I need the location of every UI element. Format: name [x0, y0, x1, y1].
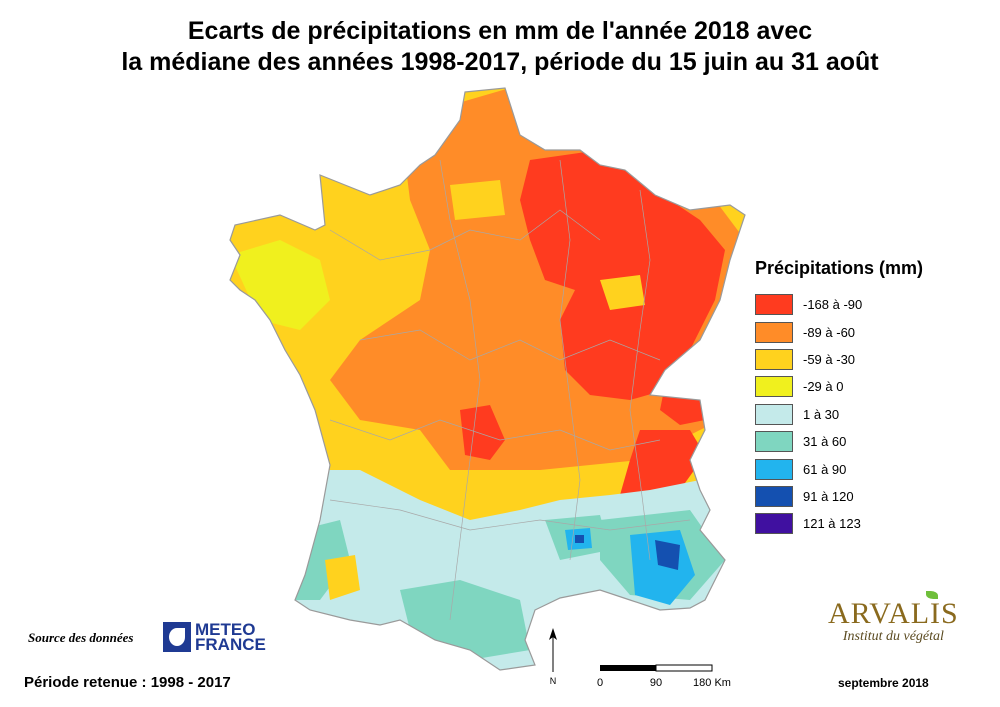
scale-segment-2 — [655, 664, 713, 672]
zone-darkblue-var — [655, 540, 680, 570]
legend-swatch — [755, 485, 793, 507]
title-line-2: la médiane des années 1998-2017, période… — [121, 48, 879, 76]
legend-item: 121 à 123 — [755, 510, 923, 537]
legend-item: -168 à -90 — [755, 291, 923, 318]
scale-tick-0: 0 — [597, 677, 603, 689]
zone-yellow-southwest — [325, 555, 360, 600]
legend: Précipitations (mm) -168 à -90 -89 à -60-… — [755, 258, 923, 538]
legend-swatch — [755, 458, 793, 480]
meteo-france-logo: METEO FRANCE — [163, 620, 266, 654]
legend-items: -168 à -90 -89 à -60 -59 à -30 -29 à 0 1 à 3… — [755, 291, 923, 538]
legend-label: 1 à 30 — [803, 406, 840, 422]
legend-swatch — [755, 431, 793, 453]
scale-tick-90: 90 — [650, 677, 662, 689]
legend-label: -89 à -60 — [803, 324, 856, 340]
arvalis-logo: ARVALIS Institut du végétal — [828, 591, 959, 645]
title-line-1: Ecarts de précipitations en mm de l'anné… — [187, 17, 813, 45]
map-title: Ecarts de précipitations en mm de l'anné… — [0, 16, 1000, 78]
legend-label: -168 à -90 — [803, 297, 863, 313]
publication-date: septembre 2018 — [838, 676, 929, 690]
zone-red-north-east — [520, 150, 725, 400]
legend-item: 91 à 120 — [755, 483, 923, 510]
legend-label: -59 à -30 — [803, 351, 856, 367]
legend-item: -29 à 0 — [755, 373, 923, 400]
zone-red-alps — [620, 430, 705, 500]
region-borders — [329, 159, 691, 621]
legend-label: -29 à 0 — [803, 379, 844, 395]
arvalis-name: ARVALIS — [828, 597, 959, 630]
legend-label: 61 à 90 — [803, 461, 847, 477]
legend-item: 31 à 60 — [755, 428, 923, 455]
zone-yellow-north — [450, 180, 505, 220]
leaf-icon — [926, 591, 938, 599]
legend-swatch — [755, 348, 793, 370]
legend-swatch — [755, 403, 793, 425]
scale-tick-180: 180 Km — [693, 677, 731, 689]
legend-label: 91 à 120 — [803, 488, 854, 504]
north-label: N — [550, 676, 557, 686]
meteo-france-wordmark: METEO FRANCE — [195, 620, 266, 654]
legend-swatch — [755, 376, 793, 398]
legend-item: 1 à 30 — [755, 401, 923, 428]
legend-item: -89 à -60 — [755, 318, 923, 345]
meteo-france-icon — [163, 622, 191, 652]
precipitation-zones — [230, 88, 745, 670]
legend-swatch — [755, 321, 793, 343]
legend-label: 31 à 60 — [803, 434, 847, 450]
arvalis-subtitle: Institut du végétal — [842, 629, 944, 644]
zone-yellow-east — [600, 275, 645, 310]
legend-swatch — [755, 513, 793, 535]
north-arrow: N — [549, 628, 557, 686]
legend-item: -59 à -30 — [755, 346, 923, 373]
legend-label: 121 à 123 — [803, 516, 861, 532]
legend-swatch — [755, 294, 793, 316]
zone-red-center — [460, 405, 505, 460]
legend-item: 61 à 90 — [755, 455, 923, 482]
zone-darkblue-gard — [575, 535, 584, 543]
source-label: Source des données — [28, 630, 134, 645]
legend-title: Précipitations (mm) — [755, 258, 924, 278]
periode-retenue: Période retenue : 1998 - 2017 — [24, 674, 231, 691]
scale-segment-1 — [600, 665, 656, 671]
scale-bar: 0 90 180 Km — [597, 664, 731, 689]
